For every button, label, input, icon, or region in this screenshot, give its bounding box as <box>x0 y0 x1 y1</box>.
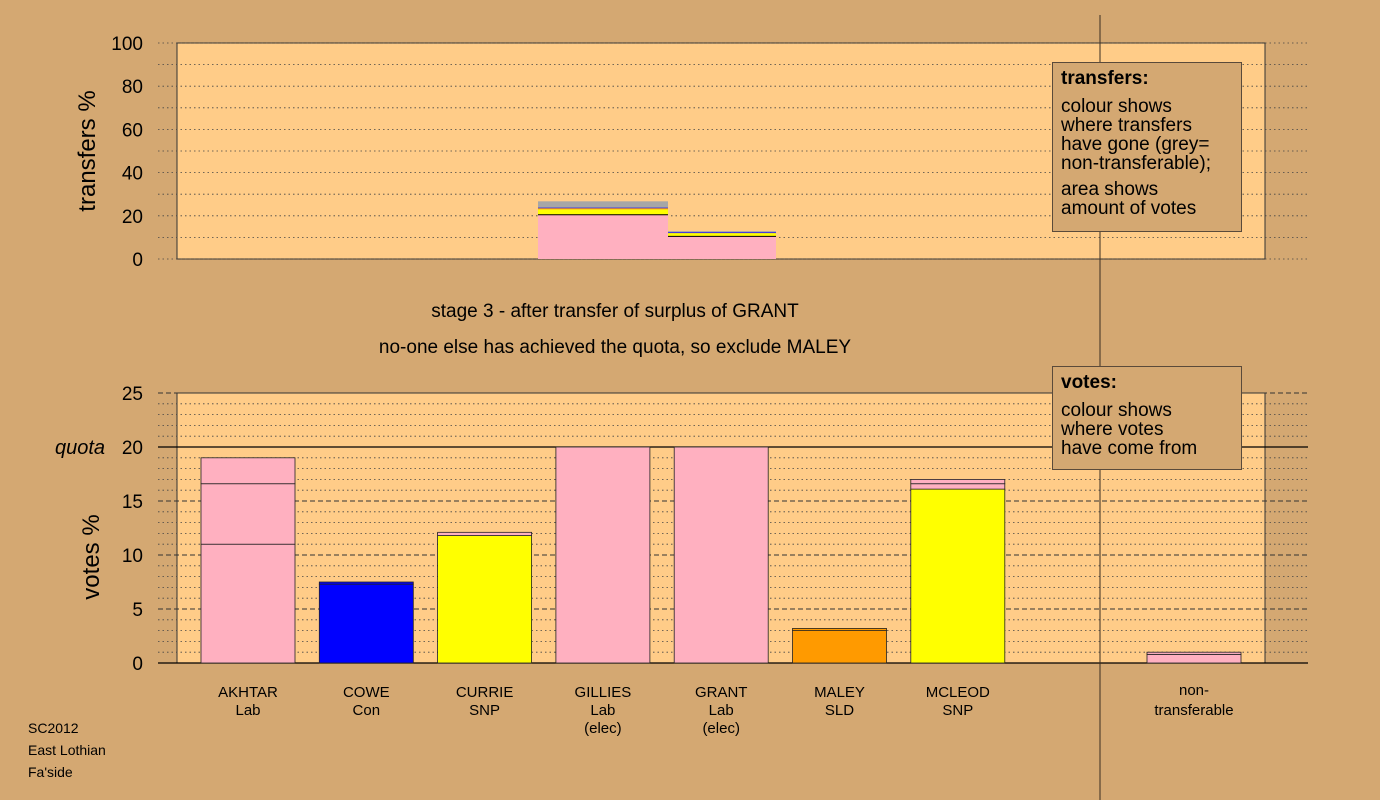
votes-tick-label: 5 <box>132 600 143 621</box>
votes-tick-label: 15 <box>122 492 143 513</box>
vote-bar-segment <box>673 446 769 664</box>
transfers-legend-line: where transfers <box>1061 115 1192 136</box>
footer-election: SC2012 <box>28 720 79 736</box>
candidate-party: Lab <box>235 702 260 719</box>
candidate-name: GRANT <box>695 684 748 701</box>
vote-bar-segment <box>437 531 533 536</box>
transfers-legend: transfers: colour shows where transfers … <box>1052 62 1242 232</box>
candidate-party: SNP <box>469 702 500 719</box>
vote-bar-segment <box>555 446 651 664</box>
transfer-segment <box>668 232 776 234</box>
vote-bar-segment <box>910 488 1006 664</box>
vote-bar-segment <box>318 581 414 585</box>
vote-bar-segment <box>200 457 296 485</box>
candidate-name: AKHTAR <box>218 684 278 701</box>
candidate-party: SNP <box>942 702 973 719</box>
transfers-tick-label: 0 <box>132 250 143 271</box>
quota-label: quota <box>55 437 105 459</box>
candidate-name: CURRIE <box>456 684 514 701</box>
transfer-segment <box>538 209 668 215</box>
candidate-name: MCLEOD <box>926 684 990 701</box>
transfers-tick-label: 100 <box>111 34 143 55</box>
footer: SC2012 East Lothian Fa'side <box>28 717 106 783</box>
votes-legend-line: have come from <box>1061 438 1198 459</box>
status-caption: no-one else has achieved the quota, so e… <box>378 337 852 358</box>
candidate-party: Lab <box>709 702 734 719</box>
transfers-axis-label: transfers % <box>74 90 101 211</box>
votes-tick-label: 0 <box>132 654 143 675</box>
transfers-tick-label: 20 <box>122 207 143 228</box>
nontransferable-label: non- <box>1179 682 1209 699</box>
transfer-segment <box>538 208 668 210</box>
vote-bar-segment <box>910 483 1006 490</box>
candidate-name: GILLIES <box>575 684 632 701</box>
vote-bar-segment <box>200 543 296 664</box>
transfers-legend-line: colour shows <box>1061 96 1172 117</box>
candidate-name: MALEY <box>814 684 865 701</box>
transfer-segment <box>538 201 668 208</box>
vote-bar-segment <box>318 583 414 664</box>
vote-bar-segment <box>200 483 296 545</box>
votes-tick-label: 25 <box>122 384 143 405</box>
stage-caption: stage 3 - after transfer of surplus of G… <box>431 301 799 322</box>
transfer-segment <box>668 236 776 259</box>
transfers-legend-line: non-transferable); <box>1061 153 1211 174</box>
transfers-legend-line: amount of votes <box>1061 198 1197 219</box>
vote-bar-segment <box>792 630 887 664</box>
vote-bar-segment <box>792 628 887 632</box>
transfer-segment <box>538 214 668 259</box>
transfer-segment <box>668 231 776 233</box>
candidate-party: Lab <box>590 702 615 719</box>
candidate-party: SLD <box>825 702 854 719</box>
transfers-legend-line: have gone (grey= <box>1061 134 1210 155</box>
nontransferable-bar-segment <box>1146 653 1242 664</box>
nontransferable-label: transferable <box>1154 702 1233 719</box>
votes-tick-label: 10 <box>122 546 143 567</box>
footer-ward: Fa'side <box>28 764 73 780</box>
transfers-tick-label: 80 <box>122 77 143 98</box>
transfers-legend-line: area shows <box>1061 179 1159 200</box>
candidate-name: COWE <box>343 684 390 701</box>
transfer-segment <box>668 233 776 237</box>
footer-council: East Lothian <box>28 742 106 758</box>
transfers-tick-label: 60 <box>122 120 143 141</box>
votes-legend-line: colour shows <box>1061 400 1172 421</box>
transfers-tick-label: 40 <box>122 164 143 185</box>
votes-legend-title: votes: <box>1061 372 1117 393</box>
candidate-party: Con <box>353 702 381 719</box>
votes-legend: votes: colour shows where votes have com… <box>1052 366 1242 470</box>
nontransferable-bar-segment <box>1146 651 1242 655</box>
vote-bar-segment <box>910 478 1006 485</box>
votes-tick-label: 20 <box>122 438 143 459</box>
votes-axis-label: votes % <box>78 514 105 599</box>
transfers-legend-title: transfers: <box>1061 68 1149 89</box>
votes-legend-line: where votes <box>1061 419 1164 440</box>
candidate-elected: (elec) <box>702 720 740 737</box>
vote-bar-segment <box>437 535 533 664</box>
transfer-segment <box>538 207 668 209</box>
candidate-elected: (elec) <box>584 720 622 737</box>
